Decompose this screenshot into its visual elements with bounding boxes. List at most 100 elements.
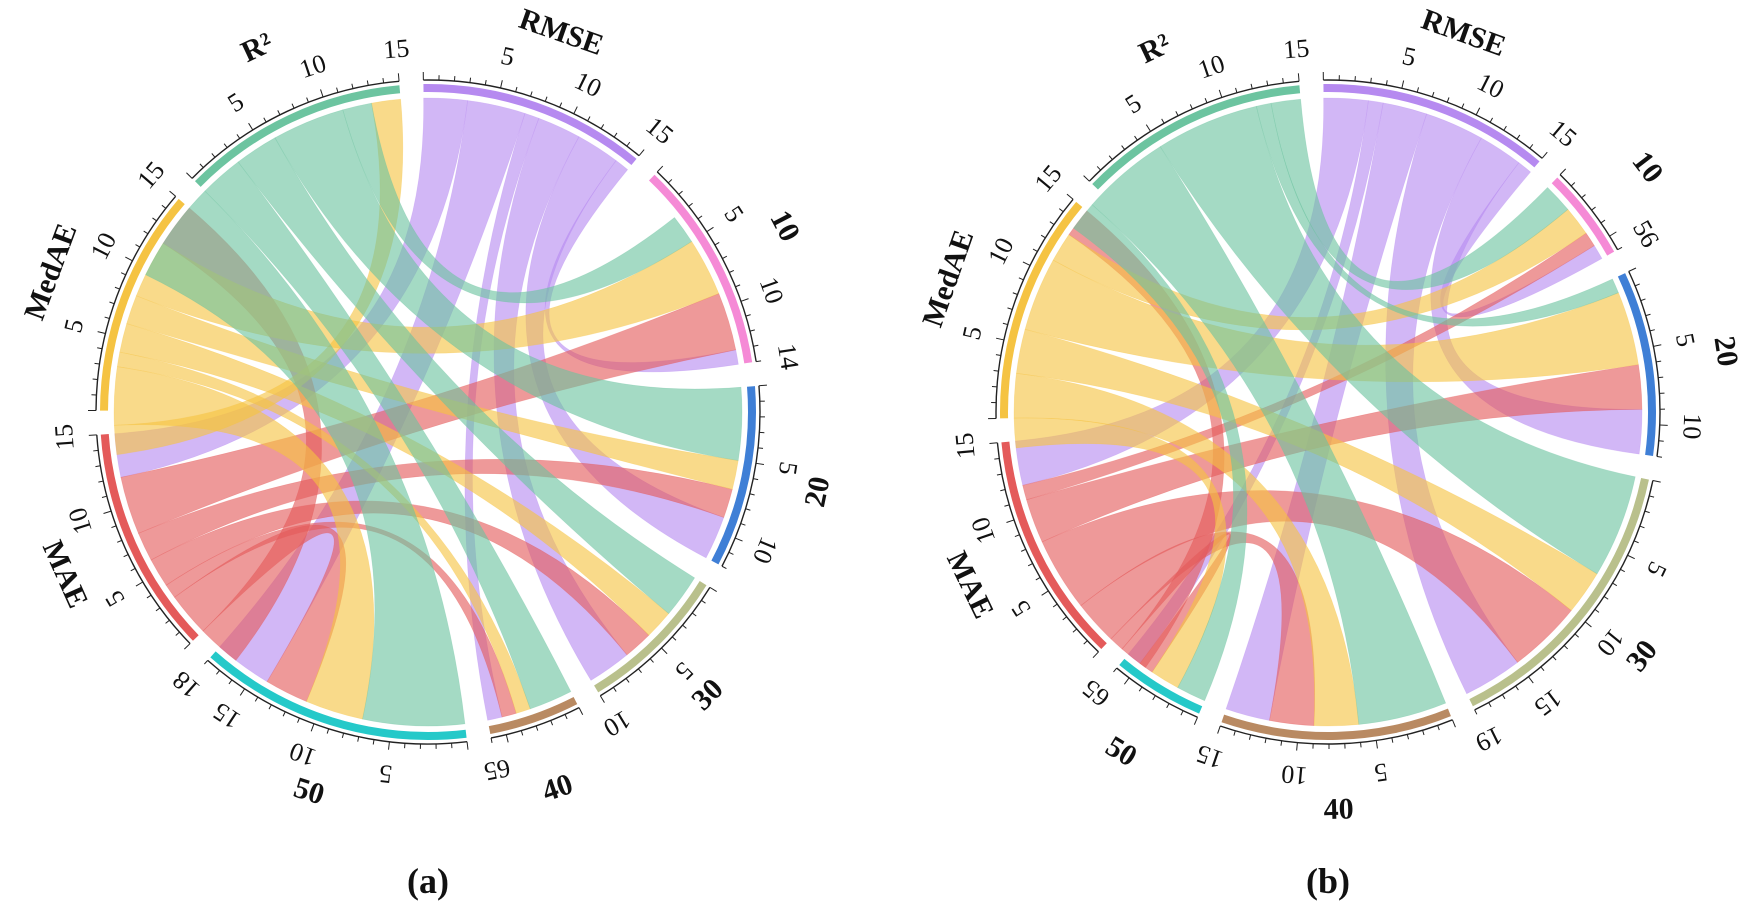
tick-mark bbox=[599, 695, 605, 703]
tick-mark bbox=[691, 612, 697, 617]
tick-mark bbox=[1574, 633, 1580, 638]
tick-label: 18 bbox=[167, 665, 206, 704]
tick-mark bbox=[515, 86, 518, 92]
tick-label: 10 bbox=[982, 233, 1019, 269]
tick-mark bbox=[123, 554, 129, 558]
tick-label: 5 bbox=[1372, 757, 1389, 788]
tick-mark bbox=[184, 643, 191, 650]
tick-mark bbox=[1391, 737, 1394, 743]
tick-mark bbox=[277, 110, 281, 116]
tick-label: 5 bbox=[1120, 88, 1146, 119]
segment-band-rmse bbox=[423, 84, 637, 165]
tick-mark bbox=[366, 80, 369, 86]
segment-band-rmse bbox=[1323, 84, 1540, 168]
tick-mark bbox=[500, 80, 503, 89]
segment-label-d10: 10 bbox=[1625, 145, 1669, 189]
tick-mark bbox=[101, 495, 107, 498]
tick-mark bbox=[1375, 740, 1378, 749]
tick-mark bbox=[211, 153, 216, 158]
tick-label: 15 bbox=[1029, 159, 1068, 198]
tick-label: 15 bbox=[208, 697, 246, 736]
tick-mark bbox=[1296, 742, 1298, 751]
tick-mark bbox=[484, 79, 487, 86]
tick-mark bbox=[1437, 725, 1440, 731]
segment-band-d10 bbox=[648, 174, 753, 364]
tick-mark bbox=[697, 215, 703, 220]
tick-mark bbox=[1000, 489, 1006, 492]
segment-band-r2 bbox=[194, 85, 401, 187]
tick-mark bbox=[729, 269, 735, 273]
tick-mark bbox=[749, 329, 755, 332]
tick-mark bbox=[1020, 548, 1026, 552]
tick-mark bbox=[95, 465, 101, 468]
tick-mark bbox=[1649, 495, 1655, 498]
tick-label: 10 bbox=[599, 704, 636, 742]
segment-label-d40: 40 bbox=[1323, 792, 1354, 826]
tick-mark bbox=[1552, 656, 1557, 661]
tick-mark bbox=[1370, 77, 1372, 83]
tick-mark bbox=[1052, 603, 1058, 608]
tick-mark bbox=[1035, 577, 1041, 581]
tick-label: 5 bbox=[378, 759, 394, 789]
tick-mark bbox=[1563, 645, 1569, 650]
ribbon-r2-d50 bbox=[145, 190, 466, 727]
tick-mark bbox=[1248, 734, 1252, 740]
tick-mark bbox=[995, 337, 1005, 341]
tick-mark bbox=[1138, 686, 1143, 692]
ribbon-medae-d40 bbox=[116, 351, 531, 714]
tick-mark bbox=[94, 362, 100, 365]
tick-label: 65 bbox=[482, 753, 513, 786]
tick-mark bbox=[1040, 234, 1046, 239]
ribbons bbox=[113, 97, 743, 727]
tick-mark bbox=[1189, 104, 1193, 110]
tick-mark bbox=[1581, 194, 1586, 199]
tick-mark bbox=[637, 668, 642, 674]
tick-mark bbox=[1559, 168, 1567, 175]
ribbon-medae-d50 bbox=[113, 366, 375, 720]
tick-mark bbox=[254, 696, 259, 702]
tick-mark bbox=[93, 449, 99, 452]
tick-mark bbox=[1451, 719, 1456, 728]
tick-mark bbox=[1083, 175, 1090, 182]
tick-mark bbox=[1113, 667, 1118, 673]
tick-mark bbox=[688, 202, 693, 207]
segment-axis-r2 bbox=[191, 80, 400, 179]
tick-mark bbox=[755, 462, 764, 466]
tick-mark bbox=[600, 124, 605, 129]
segment-band-d40 bbox=[488, 696, 578, 735]
tick-mark bbox=[146, 594, 152, 599]
tick-label: 10 bbox=[570, 66, 606, 103]
ribbon-r2-d30 bbox=[1159, 105, 1636, 575]
segment-axis-medae bbox=[995, 198, 1074, 419]
tick-mark bbox=[1072, 628, 1078, 633]
segment-label-medae: MedAE bbox=[18, 219, 84, 324]
ribbon-r2-d30 bbox=[237, 137, 696, 615]
tick-mark bbox=[578, 707, 584, 715]
segment-axis-d40 bbox=[1219, 719, 1453, 745]
ribbon-r2-d50 bbox=[1073, 204, 1248, 702]
tick-mark bbox=[626, 141, 631, 147]
tick-mark bbox=[1233, 730, 1236, 736]
segment-band-r2 bbox=[1092, 85, 1301, 190]
tick-label: 15 bbox=[49, 423, 80, 451]
tick-mark bbox=[1027, 563, 1033, 567]
segment-label-d50: 50 bbox=[1100, 730, 1143, 774]
tick-mark bbox=[1166, 703, 1170, 709]
tick-mark bbox=[186, 172, 193, 179]
tick-mark bbox=[466, 741, 469, 750]
tick-label: 15 bbox=[1193, 739, 1227, 775]
ribbon-r2-d10 bbox=[1270, 98, 1569, 290]
ribbon-r2-d40 bbox=[1091, 146, 1447, 725]
tick-mark bbox=[1264, 738, 1267, 744]
tick-mark bbox=[1617, 246, 1623, 251]
tick-mark bbox=[320, 89, 324, 98]
segment-axis-mae bbox=[96, 434, 191, 645]
tick-mark bbox=[734, 537, 743, 542]
tick-mark bbox=[114, 286, 120, 290]
tick-mark bbox=[1032, 248, 1038, 252]
tick-mark bbox=[1603, 596, 1609, 600]
tick-mark bbox=[625, 678, 630, 683]
tick-label: 5 bbox=[222, 87, 248, 118]
tick-mark bbox=[1634, 283, 1640, 287]
chord-panel-b: 51015RMSE5610510205101519305101540655051… bbox=[916, 3, 1745, 826]
